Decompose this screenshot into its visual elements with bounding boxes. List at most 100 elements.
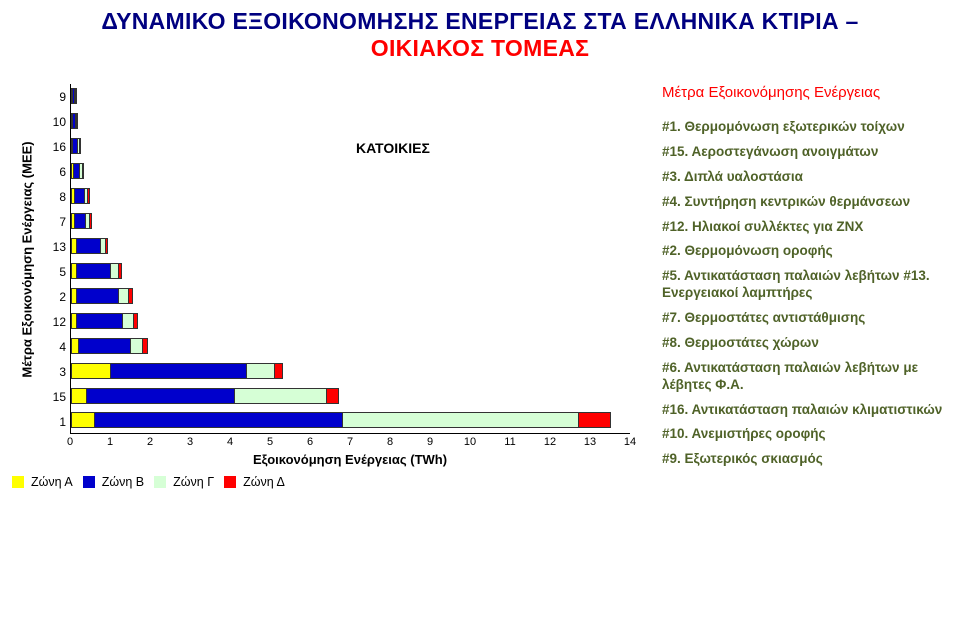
measure-item: #1. Θερμομόνωση εξωτερικών τοίχων [662,119,948,136]
bar-segment [143,338,148,354]
y-category: 7 [42,209,66,234]
bar-segment [76,88,77,104]
bar-segment [247,363,275,379]
bar-row [71,159,630,184]
bar-segment [71,363,111,379]
bar-segment [95,412,343,428]
bar-row [71,84,630,109]
x-tick: 7 [347,436,353,448]
zone-legend: Ζώνη Α Ζώνη Β Ζώνη Γ Ζώνη Δ [12,475,652,489]
x-tick: 2 [147,436,153,448]
bar-segment [134,313,138,329]
bar-segment [87,388,235,404]
x-tick: 9 [427,436,433,448]
y-category: 16 [42,134,66,159]
measures-header: Μέτρα Εξοικονόμησης Ενέργειας [662,84,948,101]
bar-segment [131,338,143,354]
x-tick: 6 [307,436,313,448]
y-category: 9 [42,84,66,109]
measure-item: #9. Εξωτερικός σκιασμός [662,451,948,468]
x-tick: 10 [464,436,476,448]
x-tick: 1 [107,436,113,448]
legend-label: Ζώνη Α [31,475,73,489]
y-category: 5 [42,259,66,284]
bar-row [71,209,630,234]
bar-segment [88,188,90,204]
x-tick: 0 [67,436,73,448]
measure-item: #16. Αντικατάσταση παλαιών κλιματιστικών [662,402,948,419]
bar-segment [77,263,111,279]
bar-segment [77,238,101,254]
legend-swatch [154,476,166,488]
y-categories: 9101668713521243151 [42,84,70,434]
y-category: 3 [42,359,66,384]
y-category: 13 [42,234,66,259]
y-category: 4 [42,334,66,359]
measure-item: #4. Συντήρηση κεντρικών θερμάνσεων [662,194,948,211]
bar-segment [106,238,108,254]
bar-row [71,308,630,333]
legend-swatch [12,476,24,488]
y-category: 12 [42,309,66,334]
measure-item: #2. Θερμομόνωση οροφής [662,243,948,260]
bar-segment [235,388,327,404]
bar-row [71,258,630,283]
measure-item: #10. Ανεμιστήρες οροφής [662,426,948,443]
plot-inset-label: ΚΑΤΟΙΚΙΕΣ [356,140,430,156]
bar-row [71,333,630,358]
measure-item: #5. Αντικατάσταση παλαιών λεβήτων #13. Ε… [662,268,948,302]
y-category: 2 [42,284,66,309]
y-category: 1 [42,409,66,434]
bar-segment [83,163,84,179]
title-line-1: ΔΥΝΑΜΙΚΟ ΕΞΟΙΚΟΝΟΜΗΣΗΣ ΕΝΕΡΓΕΙΑΣ ΣΤΑ ΕΛΛ… [0,8,960,35]
bar-segment [75,213,86,229]
bar-row [71,383,630,408]
bar-row [71,134,630,159]
measure-item: #3. Διπλά υαλοστάσια [662,169,948,186]
bar-segment [71,412,95,428]
bar-segment [77,288,119,304]
bar-row [71,184,630,209]
bar-row [71,408,630,433]
x-axis-label: Εξοικονόμηση Ενέργειας (TWh) [70,452,630,467]
measure-item: #7. Θερμοστάτες αντιστάθμισης [662,310,948,327]
bar-segment [129,288,133,304]
bar-segment [275,363,283,379]
bar-segment [75,188,85,204]
y-axis-label: Μέτρα Εξοικονόμηση Ενέργειας (ΜΕΕ) [12,84,42,434]
x-ticks: 01234567891011121314 [70,434,630,450]
legend-swatch [83,476,95,488]
x-tick: 5 [267,436,273,448]
legend-swatch [224,476,236,488]
y-category: 6 [42,159,66,184]
x-tick: 4 [227,436,233,448]
bar-segment [327,388,339,404]
bar-segment [111,263,119,279]
legend-label: Ζώνη Β [102,475,144,489]
bar-segment [71,338,79,354]
measure-item: #15. Αεροστεγάνωση ανοιγμάτων [662,144,948,161]
plot-area: ΚΑΤΟΙΚΙΕΣ [70,84,630,434]
bar-segment [119,288,129,304]
x-tick: 13 [584,436,596,448]
bar-segment [80,138,81,154]
page-title: ΔΥΝΑΜΙΚΟ ΕΞΟΙΚΟΝΟΜΗΣΗΣ ΕΝΕΡΓΕΙΑΣ ΣΤΑ ΕΛΛ… [0,0,960,66]
bar-segment [119,263,122,279]
bar-row [71,358,630,383]
bar-row [71,283,630,308]
measure-item: #12. Ηλιακοί συλλέκτες για ΖΝΧ [662,219,948,236]
bar-segment [579,412,611,428]
y-category: 8 [42,184,66,209]
x-tick: 3 [187,436,193,448]
x-tick: 14 [624,436,636,448]
x-axis: 01234567891011121314 Εξοικονόμηση Ενέργε… [70,434,630,467]
title-line-2: ΟΙΚΙΑΚΟΣ ΤΟΜΕΑΣ [0,35,960,62]
legend-label: Ζώνη Δ [243,475,285,489]
chart: Μέτρα Εξοικονόμηση Ενέργειας (ΜΕΕ) 91016… [12,84,652,489]
y-category: 15 [42,384,66,409]
content-row: Μέτρα Εξοικονόμηση Ενέργειας (ΜΕΕ) 91016… [0,66,960,489]
legend-label: Ζώνη Γ [173,475,214,489]
x-tick: 11 [504,436,515,448]
bar-segment [90,213,92,229]
bar-segment [71,388,87,404]
